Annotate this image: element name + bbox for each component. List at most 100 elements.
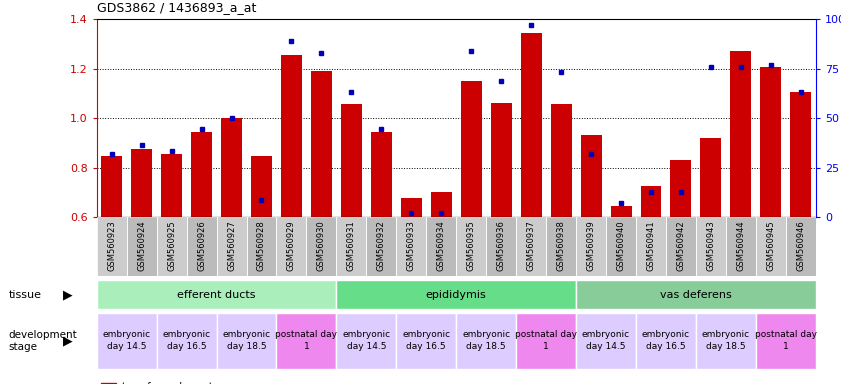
Text: GSM560941: GSM560941 bbox=[647, 220, 655, 271]
Text: GSM560944: GSM560944 bbox=[737, 220, 745, 271]
Bar bbox=[521, 33, 542, 217]
Bar bbox=[156, 217, 187, 276]
Bar bbox=[606, 217, 636, 276]
Bar bbox=[611, 206, 632, 217]
Bar bbox=[281, 55, 302, 217]
Bar bbox=[760, 68, 781, 217]
Bar bbox=[461, 81, 482, 217]
Bar bbox=[636, 217, 666, 276]
Text: vas deferens: vas deferens bbox=[660, 290, 732, 300]
Bar bbox=[311, 71, 332, 217]
Bar bbox=[336, 280, 576, 309]
Bar bbox=[636, 313, 696, 369]
Bar bbox=[97, 313, 156, 369]
Bar bbox=[490, 103, 511, 217]
Bar bbox=[217, 313, 277, 369]
Text: GSM560925: GSM560925 bbox=[167, 220, 176, 271]
Text: GSM560938: GSM560938 bbox=[557, 220, 566, 271]
Text: GSM560923: GSM560923 bbox=[107, 220, 116, 271]
Bar bbox=[246, 217, 277, 276]
Text: embryonic
day 16.5: embryonic day 16.5 bbox=[162, 330, 210, 351]
Bar bbox=[156, 313, 216, 369]
Text: GSM560924: GSM560924 bbox=[137, 220, 146, 271]
Text: GSM560937: GSM560937 bbox=[526, 220, 536, 271]
Bar bbox=[730, 51, 751, 217]
Bar bbox=[791, 92, 812, 217]
Text: GSM560934: GSM560934 bbox=[436, 220, 446, 271]
Bar bbox=[101, 383, 116, 384]
Bar bbox=[306, 217, 336, 276]
Text: GSM560933: GSM560933 bbox=[407, 220, 415, 271]
Text: GSM560928: GSM560928 bbox=[257, 220, 266, 271]
Bar bbox=[217, 217, 246, 276]
Bar bbox=[426, 217, 456, 276]
Text: GSM560943: GSM560943 bbox=[706, 220, 716, 271]
Bar bbox=[277, 313, 336, 369]
Bar bbox=[336, 217, 367, 276]
Bar bbox=[396, 313, 456, 369]
Text: GSM560940: GSM560940 bbox=[616, 220, 626, 271]
Bar bbox=[516, 313, 576, 369]
Bar bbox=[101, 156, 122, 217]
Bar bbox=[670, 160, 691, 217]
Bar bbox=[161, 154, 182, 217]
Bar bbox=[401, 199, 422, 217]
Text: embryonic
day 16.5: embryonic day 16.5 bbox=[402, 330, 450, 351]
Bar bbox=[756, 313, 816, 369]
Text: GSM560932: GSM560932 bbox=[377, 220, 386, 271]
Text: embryonic
day 18.5: embryonic day 18.5 bbox=[702, 330, 750, 351]
Bar bbox=[576, 217, 606, 276]
Bar bbox=[551, 104, 572, 217]
Text: GSM560945: GSM560945 bbox=[766, 220, 775, 271]
Text: GSM560946: GSM560946 bbox=[796, 220, 806, 271]
Text: GSM560936: GSM560936 bbox=[497, 220, 505, 271]
Bar bbox=[666, 217, 696, 276]
Bar bbox=[726, 217, 756, 276]
Bar bbox=[127, 217, 156, 276]
Bar bbox=[431, 192, 452, 217]
Bar bbox=[131, 149, 152, 217]
Text: postnatal day
1: postnatal day 1 bbox=[276, 330, 337, 351]
Text: embryonic
day 14.5: embryonic day 14.5 bbox=[103, 330, 151, 351]
Bar bbox=[580, 136, 601, 217]
Bar bbox=[277, 217, 306, 276]
Text: embryonic
day 16.5: embryonic day 16.5 bbox=[642, 330, 690, 351]
Bar bbox=[696, 217, 726, 276]
Bar bbox=[97, 217, 127, 276]
Text: ▶: ▶ bbox=[63, 288, 72, 301]
Text: GSM560926: GSM560926 bbox=[197, 220, 206, 271]
Text: postnatal day
1: postnatal day 1 bbox=[755, 330, 817, 351]
Bar bbox=[641, 186, 662, 217]
Bar bbox=[187, 217, 217, 276]
Bar bbox=[191, 132, 212, 217]
Bar bbox=[785, 217, 816, 276]
Bar bbox=[701, 138, 722, 217]
Text: GDS3862 / 1436893_a_at: GDS3862 / 1436893_a_at bbox=[97, 1, 257, 14]
Text: GSM560942: GSM560942 bbox=[676, 220, 685, 271]
Bar bbox=[336, 313, 396, 369]
Text: GSM560929: GSM560929 bbox=[287, 220, 296, 271]
Bar bbox=[486, 217, 516, 276]
Text: epididymis: epididymis bbox=[426, 290, 487, 300]
Bar bbox=[367, 217, 396, 276]
Text: embryonic
day 14.5: embryonic day 14.5 bbox=[342, 330, 390, 351]
Text: efferent ducts: efferent ducts bbox=[177, 290, 256, 300]
Text: GSM560930: GSM560930 bbox=[317, 220, 326, 271]
Bar bbox=[576, 280, 816, 309]
Text: GSM560935: GSM560935 bbox=[467, 220, 476, 271]
Text: postnatal day
1: postnatal day 1 bbox=[516, 330, 577, 351]
Bar bbox=[251, 156, 272, 217]
Text: development
stage: development stage bbox=[8, 329, 77, 352]
Bar bbox=[341, 104, 362, 217]
Text: GSM560927: GSM560927 bbox=[227, 220, 236, 271]
Text: embryonic
day 18.5: embryonic day 18.5 bbox=[223, 330, 271, 351]
Text: tissue: tissue bbox=[8, 290, 41, 300]
Text: transformed count: transformed count bbox=[122, 382, 213, 384]
Bar bbox=[371, 132, 392, 217]
Bar bbox=[221, 118, 242, 217]
Text: ▶: ▶ bbox=[63, 334, 72, 347]
Bar bbox=[756, 217, 785, 276]
Bar bbox=[546, 217, 576, 276]
Bar bbox=[456, 313, 516, 369]
Text: GSM560931: GSM560931 bbox=[346, 220, 356, 271]
